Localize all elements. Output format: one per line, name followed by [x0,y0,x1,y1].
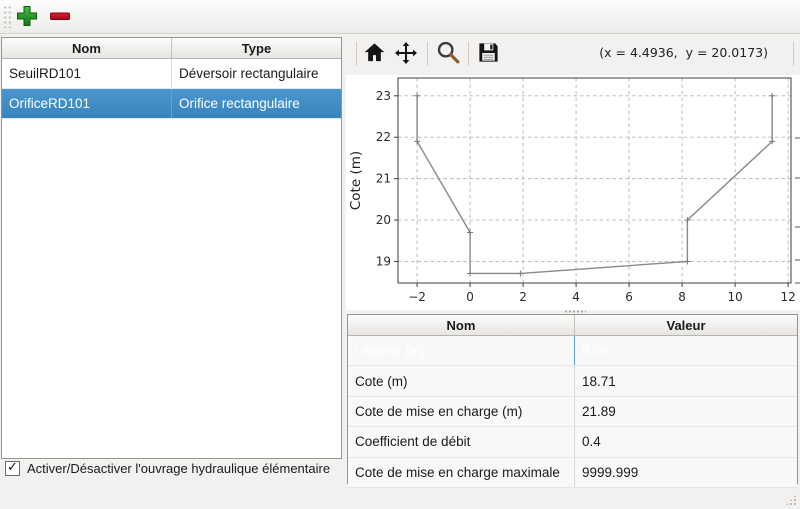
cursor-coordinates: (x = 4.4936, y = 20.0173) [599,45,768,60]
window-resize-grip[interactable] [785,494,797,506]
properties-table: Nom Valeur Largeur (m) 9.66 Cote (m) 18.71 C… [347,314,798,488]
remove-structure-button[interactable] [46,3,74,31]
table-cell[interactable]: SeuilRD101 [2,59,172,88]
svg-text:Cote (m): Cote (m) [348,151,364,210]
table-cell[interactable]: 9999.999 [582,464,639,480]
checkmark-icon: ✓ [7,459,18,474]
table-row[interactable]: OrificeRD101 Orifice rectangulaire [2,89,341,119]
checkbox-label: Activer/Désactiver l'ouvrage hydraulique… [27,461,331,476]
table-cell[interactable]: Cote (m) [348,366,575,396]
table-cell[interactable]: 18.71 [582,373,616,389]
table-cell[interactable]: Cote de mise en charge maximale [348,457,575,487]
minus-icon [49,5,71,30]
chart-toolbar: (x = 4.4936, y = 20.0173) [346,38,800,72]
table-row[interactable]: Largeur (m) 9.66 [348,336,797,367]
svg-text:0: 0 [466,290,474,304]
table-row[interactable]: Cote (m) 18.71 [348,366,797,397]
toolbar-separator [793,42,794,66]
add-structure-button[interactable] [13,3,41,31]
svg-text:4: 4 [572,290,580,304]
home-button[interactable] [360,40,388,68]
structures-table-body: SeuilRD101 Déversoir rectangulaire Orifice… [2,59,341,119]
toolbar-separator [356,42,357,66]
structures-table-header: Nom Type [2,38,341,59]
cross-section-chart[interactable]: −2 0 2 4 6 8 10 12 19 20 21 22 23 Cote (m) [346,75,800,310]
svg-text:6: 6 [625,290,633,304]
svg-text:−2: −2 [408,290,426,304]
toolbar-separator [468,42,469,66]
checkbox-icon: ✓ [5,459,20,476]
zoom-button[interactable] [434,40,462,68]
table-cell[interactable]: 9.66 [582,343,609,359]
table-cell[interactable]: Coefficient de débit [348,427,575,457]
svg-text:12: 12 [780,290,795,304]
column-header-nom[interactable]: Nom [348,315,575,335]
pan-button[interactable] [392,40,420,68]
svg-text:21: 21 [376,172,391,186]
home-icon [363,41,386,67]
svg-text:2: 2 [519,290,527,304]
table-cell[interactable]: OrificeRD101 [2,89,172,118]
splitter-handle[interactable] [564,310,586,313]
table-cell[interactable]: 0.4 [582,434,601,450]
toolbar-separator [427,42,428,66]
save-button[interactable] [474,40,502,68]
main-toolbar [0,0,800,34]
table-cell[interactable]: Largeur (m) [348,336,575,366]
plus-icon [16,5,38,30]
properties-table-header: Nom Valeur [348,315,797,336]
column-header-nom[interactable]: Nom [2,38,172,58]
svg-text:19: 19 [376,254,391,268]
svg-text:22: 22 [376,130,391,144]
table-row[interactable]: SeuilRD101 Déversoir rectangulaire [2,59,341,89]
table-cell[interactable]: Déversoir rectangulaire [179,66,319,81]
column-header-valeur[interactable]: Valeur [666,317,706,333]
cross-section-figure: −2 0 2 4 6 8 10 12 19 20 21 22 23 Cote (m) [346,75,800,310]
structures-table: Nom Type SeuilRD101 Déversoir rectangulai… [1,37,342,459]
table-cell[interactable]: Cote de mise en charge (m) [348,396,575,427]
toolbar-grip[interactable] [3,5,12,28]
table-cell[interactable]: 21.89 [582,403,616,419]
magnifier-icon [436,40,461,68]
properties-table-body: Largeur (m) 9.66 Cote (m) 18.71 Cote de mise… [348,336,797,488]
activate-structure-checkbox[interactable]: ✓ Activer/Désactiver l'ouvrage hydrauliq… [5,459,331,476]
table-row[interactable]: Coefficient de débit 0.4 [348,427,797,458]
column-header-type[interactable]: Type [241,40,272,56]
svg-text:20: 20 [376,213,391,227]
table-row[interactable]: Cote de mise en charge maximale 9999.999 [348,457,797,488]
move-icon [394,41,418,68]
svg-text:8: 8 [678,290,686,304]
svg-text:23: 23 [376,89,391,103]
table-row[interactable]: Cote de mise en charge (m) 21.89 [348,396,797,428]
save-icon [477,41,500,67]
table-cell[interactable]: Orifice rectangulaire [179,96,300,111]
svg-text:10: 10 [727,290,742,304]
